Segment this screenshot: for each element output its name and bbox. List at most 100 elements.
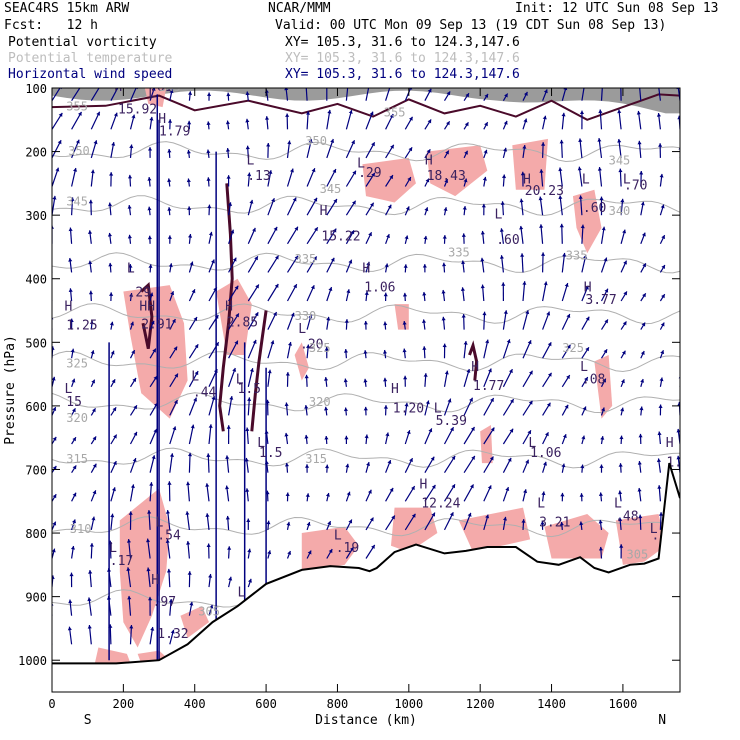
wind-vector-head — [110, 350, 115, 355]
wind-vector-head — [165, 510, 170, 514]
wind-vector-head — [190, 424, 195, 429]
wind-vector-head — [656, 458, 661, 463]
wind-vector-head — [601, 407, 605, 412]
wind-vector-head — [620, 198, 625, 203]
wind-vector — [345, 88, 349, 101]
wind-vector-head — [402, 292, 408, 297]
theta-contour-label-6: 335 — [295, 252, 317, 266]
wind-vector-head — [112, 407, 117, 412]
wind-vector-head — [490, 427, 495, 432]
wind-vector-head — [113, 112, 118, 117]
wind-vector-head — [346, 81, 350, 85]
wind-vector-head — [447, 398, 452, 403]
wind-vector-head — [525, 310, 530, 315]
wind-vector-head — [636, 110, 641, 115]
wind-vector-head — [191, 289, 196, 294]
wind-vector-head — [444, 370, 449, 375]
wind-vector-head — [676, 455, 680, 460]
wind-vector-head — [422, 264, 427, 268]
terrain-fill — [52, 463, 680, 692]
wind-vector-head — [194, 371, 199, 376]
wind-vector-head — [348, 519, 353, 524]
wind-vector-head — [431, 484, 436, 489]
wind-vector-head — [52, 376, 56, 381]
theta-contour-label-2: 345 — [66, 195, 88, 209]
wind-vector-head — [580, 464, 585, 469]
pv-extremum-label-11: 18.43 — [427, 169, 466, 184]
wind-vector-head — [579, 110, 584, 114]
wind-vector-head — [501, 174, 507, 179]
x-tick-label-1400: 1400 — [537, 697, 566, 711]
wind-vector-head — [225, 148, 230, 152]
wind-vector-head — [148, 264, 153, 268]
wind-vector-head — [460, 287, 465, 291]
wind-vector-head — [284, 88, 289, 91]
wind-vector-head — [540, 521, 545, 525]
wind-vector-head — [273, 312, 277, 316]
wind-vector-head — [618, 463, 623, 467]
wind-vector-head — [680, 207, 684, 211]
pv-extremum-label-10: H — [425, 153, 433, 168]
wind-vector-head — [270, 340, 275, 345]
y-tick-label-700: 700 — [25, 463, 47, 477]
wind-vector-head — [503, 516, 507, 521]
wind-vector-head — [254, 256, 258, 261]
wind-vector-head — [227, 546, 232, 550]
wind-speed-shading-8 — [594, 355, 613, 419]
wind-vector-head — [90, 350, 95, 355]
pv-extremum-label-0: H — [114, 80, 122, 95]
wind-vector-head — [168, 599, 173, 603]
wind-vector-head — [112, 487, 116, 492]
wind-vector-head — [579, 493, 584, 497]
x-tick-label-1000: 1000 — [394, 697, 423, 711]
wind-vector-head — [485, 339, 490, 344]
pv-extremum-label-37: .44 — [193, 385, 217, 400]
wind-vector-head — [332, 228, 337, 233]
wind-vector-head — [72, 492, 77, 497]
wind-vector-head — [411, 513, 416, 518]
wind-vector-head — [578, 195, 583, 199]
y-tick-label-100: 100 — [25, 82, 47, 96]
wind-vector-head — [186, 150, 191, 154]
theta-contour-label-3: 355 — [384, 106, 406, 120]
wind-vector-head — [564, 283, 569, 287]
wind-vector-head — [618, 517, 623, 522]
wind-vector-head — [324, 377, 329, 381]
wind-vector-head — [153, 376, 158, 380]
wind-vector-head — [109, 321, 114, 326]
pv-extremum-label-38: L — [236, 373, 244, 388]
wind-vector-head — [226, 92, 231, 97]
wind-vector-head — [71, 378, 76, 383]
theta-contour-label-14: 320 — [66, 411, 88, 425]
wind-vector-head — [146, 567, 151, 572]
wind-vector-head — [539, 224, 544, 228]
wind-vector-head — [193, 317, 197, 321]
wind-vector-head — [346, 491, 351, 496]
wind-vector-head — [324, 347, 329, 351]
wind-vector-head — [244, 457, 249, 462]
wind-vector-head — [245, 145, 250, 150]
pv-extremum-label-29: 1.25 — [66, 319, 97, 334]
wind-vector-head — [304, 84, 308, 88]
wind-vector-head — [234, 285, 239, 290]
wind-vector — [365, 88, 370, 101]
wind-vector-head — [205, 513, 210, 517]
wind-vector-head — [657, 83, 661, 87]
pv-extremum-label-40: L — [580, 360, 588, 375]
theta-contour-label-18: 305 — [198, 605, 220, 619]
wind-vector — [679, 299, 680, 301]
wind-vector-head — [621, 350, 626, 355]
wind-vector-head — [248, 578, 252, 583]
wind-vector-head — [451, 484, 455, 489]
pv-extremum-label-59: 3.21 — [539, 516, 570, 531]
wind-vector-head — [324, 436, 329, 440]
wind-vector-head — [411, 486, 415, 491]
wind-vector-head — [504, 93, 508, 98]
wind-vector-head — [597, 138, 602, 142]
wind-vector-head — [69, 572, 74, 577]
pv-extremum-label-21: .60 — [496, 233, 519, 248]
wind-vector-head — [363, 321, 368, 325]
wind-vector-head — [67, 626, 72, 631]
wind-vector-head — [209, 604, 214, 609]
